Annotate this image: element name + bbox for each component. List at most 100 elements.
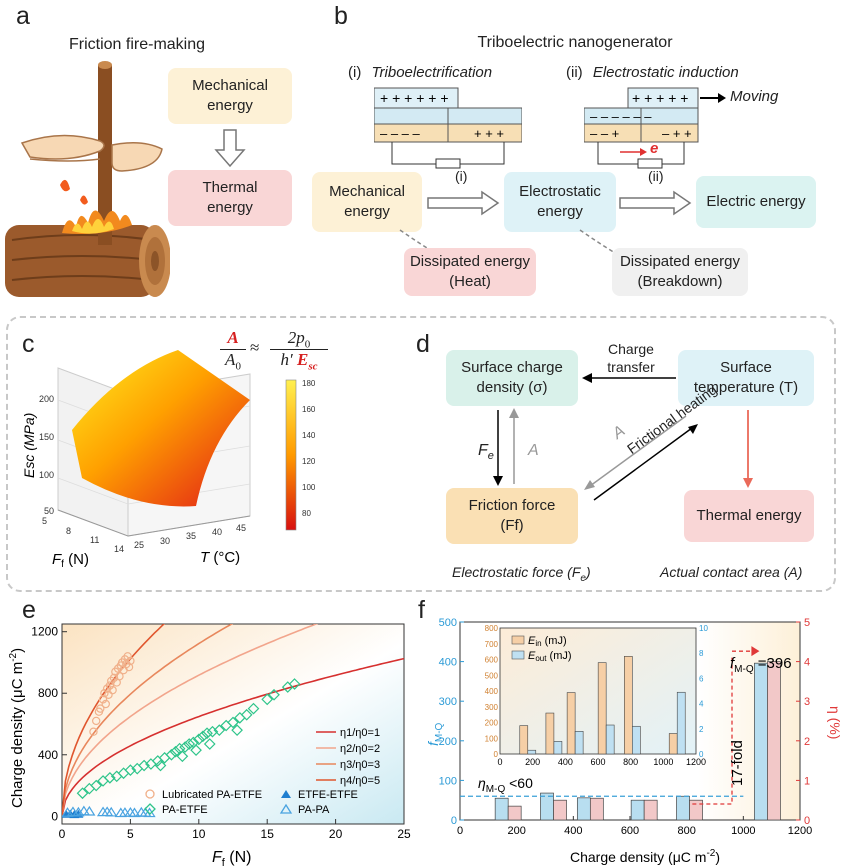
e-point-pa-etfe: [154, 759, 167, 772]
inset-bar-eout: [676, 691, 686, 755]
svg-text:+ + + + +: + + + + +: [632, 90, 688, 106]
e-point-pa-etfe: [288, 678, 301, 690]
legend-marker-3: ETFE-ETFE: [298, 789, 358, 801]
f-x-tick-label: 400: [564, 825, 582, 837]
arrow-i-label: (i): [455, 168, 468, 184]
caption-left-sub: e: [580, 572, 586, 584]
surface-charge-density-box: Surface charge density (σ): [446, 350, 578, 406]
eta-sub: M-Q: [486, 784, 506, 795]
e-x-tick-label: 20: [329, 827, 343, 841]
inset-left-tick-label: 800: [485, 624, 499, 633]
e-point-pa-etfe: [213, 724, 226, 737]
sub-ii-num: (ii): [566, 64, 583, 81]
f-left-tick-label: 0: [451, 815, 457, 827]
e-ylabel-main: Charge density (μC m: [9, 662, 26, 808]
electrostatic-force-caption: Electrostatic force (Fe): [452, 564, 591, 584]
inset-x-tick-label: 400: [558, 757, 573, 767]
inset-left-tick-label: 200: [485, 719, 499, 728]
e-point-pa-etfe: [203, 738, 216, 750]
inset-left-tick-label: 600: [485, 656, 499, 665]
inset-bar-eout: [632, 725, 641, 755]
e-y-tick-label: 400: [38, 748, 58, 762]
f-right-tick-label: 5: [804, 617, 810, 629]
e-xlabel-unit: (N): [225, 849, 252, 866]
t-tick: 40: [212, 527, 222, 537]
e-point-pa-etfe: [240, 708, 253, 721]
eq-right-den-em: E: [296, 350, 309, 369]
e-point-pa-etfe: [76, 787, 89, 800]
f-bar-fmq: [676, 795, 690, 821]
ff-label-sub: f: [61, 559, 64, 570]
fmq-sub: M-Q: [734, 664, 754, 675]
eta-val: <60: [505, 775, 533, 791]
e-point-pa-etfe: [138, 759, 150, 772]
caption-left-end: ): [585, 564, 591, 580]
f-x-tick-label: 1200: [788, 825, 812, 837]
sub-ii-heading: (ii) Electrostatic induction: [566, 64, 739, 81]
panel-b-electric-energy-box: Electric energy: [696, 176, 816, 228]
inset-x-tick-label: 1200: [686, 757, 706, 767]
panel-e-chart: 0 400 800 1200 0 5 10 15 20 25 Charge density (μC…: [8, 623, 411, 868]
sub-i-text: Triboelectrification: [371, 64, 493, 81]
e-y-tick-label: 800: [38, 686, 58, 700]
eta-main: η: [478, 775, 486, 791]
inset-right-tick-label: 0: [699, 750, 704, 759]
inset-bar-ein: [668, 733, 678, 755]
f-left-tick-label: 500: [439, 617, 457, 629]
panel-b-mechanical-energy-box: Mechanical energy: [312, 172, 422, 232]
e-x-axis-label: Ff (N): [212, 849, 252, 868]
inset-left-tick-label: 300: [485, 703, 499, 712]
e-point-lubricated: [98, 695, 108, 704]
legend-ein: Ein (mJ): [528, 635, 567, 648]
thermal-energy-box: Thermal energy: [684, 490, 814, 542]
dissipated-heat-box: Dissipated energy (Heat): [404, 248, 536, 296]
f-x-tick-label: 600: [621, 825, 639, 837]
z-tick: 100: [39, 470, 54, 480]
ff-label-unit: (N): [64, 551, 89, 568]
e-point-lubricated: [115, 672, 124, 681]
charge-transfer-label: Charge transfer: [596, 340, 666, 376]
box-line: Electrostatic: [519, 183, 601, 200]
e-x-tick-label: 0: [59, 827, 66, 841]
box-line: Surface charge: [461, 359, 563, 376]
legend-marker-1: Lubricated PA-ETFE: [162, 789, 262, 801]
panel-a-thermal-energy-box: Thermal energy: [168, 170, 292, 226]
svg-text:– – +: – – +: [590, 126, 619, 141]
z-tick: 50: [44, 506, 54, 516]
eq-right-den: h′: [280, 350, 293, 369]
e-point-pa-etfe: [165, 748, 178, 761]
e-model-curve: [62, 657, 404, 817]
fmq-annotation: fM-Q =396: [730, 655, 792, 675]
legend-eout-unit: (mJ): [546, 650, 571, 662]
ff-tick: 14: [114, 544, 124, 554]
fold-annotation: 17-fold: [729, 740, 746, 786]
legend-ein-sub: in: [535, 639, 541, 648]
inset-bar-ein: [519, 725, 529, 755]
f-bar-fmq: [540, 792, 554, 821]
panel-a-title: Friction fire-making: [68, 36, 206, 53]
e-point-pa-etfe: [231, 724, 243, 737]
arrow-electrostatic-to-electric: [619, 190, 692, 216]
e-point-pa-etfe: [183, 738, 196, 750]
f-bar-eta: [767, 661, 781, 821]
t-tick: 45: [236, 523, 246, 533]
panel-c-surface-plot: 80 100 120 140 160 180 50 100 150 200 Es…: [21, 350, 316, 570]
caption-left-main: Electrostatic force (F: [452, 564, 581, 580]
e-point-lubricated: [105, 681, 115, 690]
e-x-tick-label: 25: [397, 827, 411, 841]
e-point-pa-etfe: [179, 741, 191, 753]
e-model-curve: [62, 624, 234, 817]
e-point-pa-etfe: [261, 693, 274, 706]
cbar-tick: 120: [302, 457, 316, 466]
f-bar-eta: [553, 799, 567, 821]
box-line: Mechanical: [329, 183, 405, 200]
e-point-lubricated: [108, 685, 117, 695]
legend-line-1: η1/η0=1: [340, 727, 380, 739]
inset-x-tick-label: 600: [590, 757, 605, 767]
box-line: temperature (T): [693, 379, 799, 396]
inset-right-tick-label: 10: [699, 624, 708, 633]
svg-text:– – – –: – – – –: [380, 126, 421, 141]
e-point-lubricated: [89, 727, 98, 736]
e-point-lubricated: [101, 699, 110, 709]
e-point-lubricated: [91, 716, 101, 726]
